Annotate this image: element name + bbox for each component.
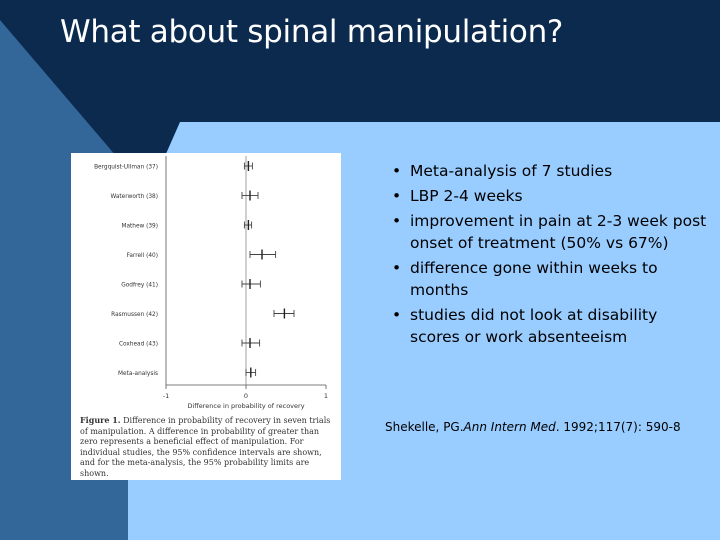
- x-tick-label: 1: [324, 392, 328, 400]
- caption-text: Difference in probability of recovery in…: [80, 416, 331, 478]
- citation-details: . 1992;117(7): 590-8: [555, 420, 681, 434]
- bullet-item: difference gone within weeks to months: [390, 257, 710, 301]
- citation-authors: Shekelle, PG.: [385, 420, 464, 434]
- study-label: Godfrey (41): [121, 283, 158, 289]
- slide-title: What about spinal manipulation?: [60, 14, 564, 50]
- study-label: Coxhead (43): [119, 342, 158, 348]
- caption-label: Figure 1.: [80, 415, 121, 425]
- study-label: Meta-analysis: [118, 371, 158, 377]
- study-label: Bergquist-Ullman (37): [94, 165, 158, 171]
- study-label: Rasmussen (42): [111, 312, 158, 318]
- citation: Shekelle, PG.Ann Intern Med. 1992;117(7)…: [385, 420, 715, 434]
- study-label: Mathew (39): [121, 224, 158, 230]
- x-tick-label: 0: [244, 392, 248, 400]
- study-label: Farrell (40): [127, 253, 158, 259]
- figure-caption: Figure 1. Difference in probability of r…: [80, 415, 335, 479]
- study-label: Waterworth (38): [111, 194, 159, 200]
- bullet-item: Meta-analysis of 7 studies: [390, 160, 710, 182]
- forest-plot-figure: -1 0 1 Difference in probability of recover…: [71, 153, 341, 480]
- x-tick-label: -1: [163, 392, 169, 400]
- bullet-item: LBP 2-4 weeks: [390, 185, 710, 207]
- forest-plot-chart: -1 0 1 Difference in probability of recover…: [94, 156, 328, 410]
- bullet-item: studies did not look at disability score…: [390, 304, 710, 348]
- bullet-item: improvement in pain at 2-3 week post ons…: [390, 210, 710, 254]
- citation-journal: Ann Intern Med: [463, 420, 556, 434]
- bullet-list: Meta-analysis of 7 studies LBP 2-4 weeks…: [390, 160, 710, 351]
- title-band: [0, 0, 720, 240]
- x-axis-label: Difference in probability of recovery: [187, 402, 304, 410]
